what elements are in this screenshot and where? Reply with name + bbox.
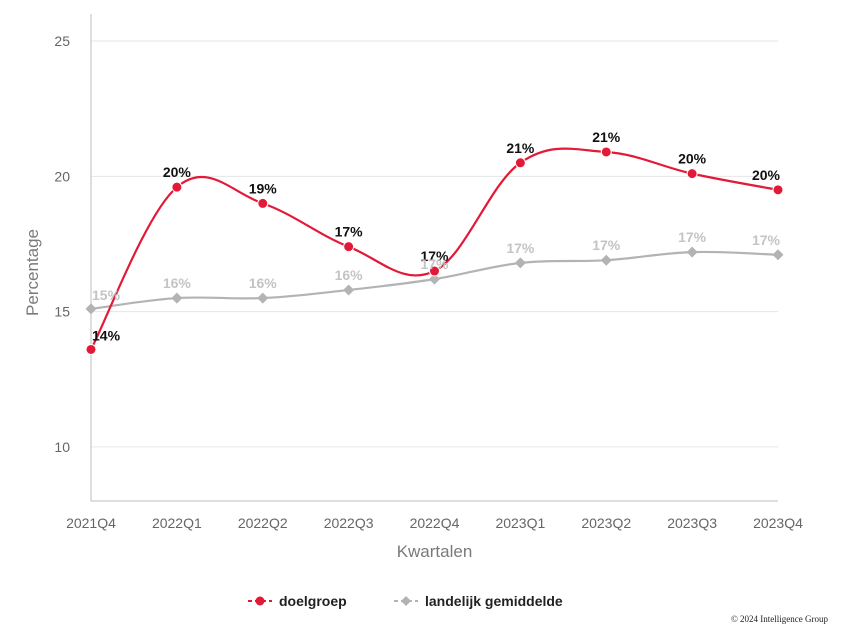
data-label: 17% xyxy=(420,248,449,264)
data-point-landelijk-gemiddelde xyxy=(85,303,97,315)
x-tick-label: 2023Q4 xyxy=(753,515,803,531)
x-tick-label: 2022Q4 xyxy=(410,515,460,531)
data-point-doelgroep xyxy=(257,197,269,209)
data-label: 16% xyxy=(163,275,192,291)
data-point-landelijk-gemiddelde xyxy=(772,249,784,261)
data-point-landelijk-gemiddelde xyxy=(686,246,698,258)
data-label: 14% xyxy=(92,327,121,343)
data-label: 17% xyxy=(678,229,707,245)
legend-marker-doelgroep xyxy=(255,596,265,606)
x-tick-label: 2023Q1 xyxy=(495,515,545,531)
data-point-doelgroep xyxy=(171,181,183,193)
data-label: 16% xyxy=(249,275,278,291)
data-labels: 14%20%19%17%17%21%21%20%20%15%16% 16%16%1… xyxy=(92,129,781,344)
data-label: 17% xyxy=(752,232,781,248)
data-point-landelijk-gemiddelde xyxy=(343,284,355,296)
data-label: 20% xyxy=(678,151,707,167)
data-point-doelgroep xyxy=(429,265,440,277)
series-layer xyxy=(85,146,784,355)
copyright-notice: © 2024 Intelligence Group xyxy=(730,614,828,624)
data-point-doelgroep xyxy=(686,168,698,180)
x-tick-label: 2023Q2 xyxy=(581,515,631,531)
data-point-landelijk-gemiddelde xyxy=(600,254,612,266)
grid-lines xyxy=(91,40,778,448)
data-point-doelgroep xyxy=(85,343,97,355)
y-tick-label: 20 xyxy=(54,168,70,184)
y-axis-title: Percentage xyxy=(23,229,42,316)
legend: doelgroep landelijk gemiddelde xyxy=(248,593,563,609)
y-tick-label: 10 xyxy=(54,439,70,455)
x-tick-label: 2023Q3 xyxy=(667,515,717,531)
data-label: 16% xyxy=(335,267,364,283)
data-point-doelgroep xyxy=(343,241,355,253)
y-tick-label: 25 xyxy=(54,33,70,49)
data-label: 17% xyxy=(335,224,364,240)
data-point-landelijk-gemiddelde xyxy=(171,292,183,304)
legend-label-landelijk-gemiddelde: landelijk gemiddelde xyxy=(425,593,563,609)
data-label: 17% xyxy=(420,256,449,272)
data-label: 20% xyxy=(163,164,192,180)
data-label: 15% xyxy=(92,287,121,303)
data-point-doelgroep xyxy=(772,184,784,196)
x-tick-label: 2021Q4 xyxy=(66,515,116,531)
data-label: 21% xyxy=(592,129,621,145)
data-point-doelgroep xyxy=(514,157,526,169)
x-tick-label: 2022Q3 xyxy=(324,515,374,531)
y-tick-label: 15 xyxy=(54,304,70,320)
data-point-landelijk-gemiddelde xyxy=(257,292,269,304)
data-point-landelijk-gemiddelde xyxy=(514,257,526,269)
data-label: 17% xyxy=(506,240,535,256)
legend-marker-landelijk-gemiddelde xyxy=(401,596,411,606)
data-label: 19% xyxy=(249,180,278,196)
x-tick-label: 2022Q2 xyxy=(238,515,288,531)
data-label: 17% xyxy=(592,237,621,253)
axes: 10 15 20 25 2021Q4 2022Q1 2022Q2 2022Q3 2022Q4 20… xyxy=(54,14,803,531)
data-label: 21% xyxy=(506,140,535,156)
x-tick-label: 2022Q1 xyxy=(152,515,202,531)
legend-label-doelgroep: doelgroep xyxy=(279,593,347,609)
data-point-doelgroep xyxy=(600,146,612,158)
x-axis-title: Kwartalen xyxy=(397,542,473,561)
data-point-landelijk-gemiddelde xyxy=(429,273,440,285)
data-label: 20% xyxy=(752,167,781,183)
